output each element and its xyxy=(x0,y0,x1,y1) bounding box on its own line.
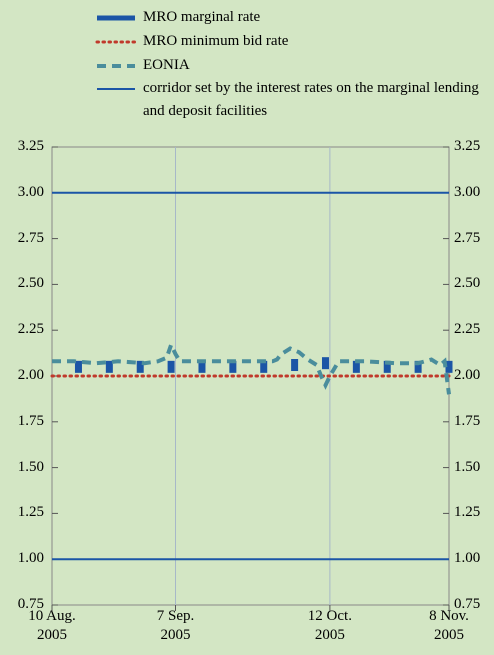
marginal-rate-mark xyxy=(260,360,268,373)
y-tick-label: 1.50 xyxy=(17,458,44,475)
y-tick-label: 2.50 xyxy=(17,275,44,292)
y2-tick-label: 3.00 xyxy=(454,183,481,200)
y-tick-label: 1.00 xyxy=(17,550,44,567)
x-tick-label: 10 Aug. 2005 xyxy=(28,608,76,643)
legend-label: MRO minimum bid rate xyxy=(143,33,289,49)
legend-label: MRO marginal rate xyxy=(143,9,261,25)
x-tick-label: 8 Nov. 2005 xyxy=(429,608,469,643)
y-tick-label: 1.75 xyxy=(17,412,44,429)
y-tick-label: 0.75 xyxy=(17,596,44,612)
y2-tick-label: 0.75 xyxy=(454,596,481,612)
y2-tick-label: 1.00 xyxy=(454,550,481,567)
marginal-rate-mark xyxy=(167,360,175,373)
y2-tick-label: 1.75 xyxy=(454,412,481,429)
y-tick-label: 2.25 xyxy=(17,321,44,338)
marginal-rate-mark xyxy=(198,360,206,373)
y-tick-label: 3.25 xyxy=(17,138,44,154)
y-tick-label: 2.75 xyxy=(17,229,44,246)
legend-label: corridor set by the interest rates on th… xyxy=(143,80,479,119)
y2-tick-label: 2.75 xyxy=(454,229,481,246)
y2-tick-label: 2.25 xyxy=(454,321,481,338)
y2-tick-label: 2.50 xyxy=(454,275,481,292)
y2-tick-label: 1.50 xyxy=(454,458,481,475)
y-tick-label: 1.25 xyxy=(17,504,44,521)
eonia-line xyxy=(52,339,451,395)
y2-tick-label: 2.00 xyxy=(454,367,481,383)
y-tick-label: 2.00 xyxy=(17,367,44,383)
marginal-rate-mark xyxy=(105,360,113,373)
y2-tick-label: 3.25 xyxy=(454,138,481,154)
y2-tick-label: 1.25 xyxy=(454,504,481,521)
marginal-rate-mark xyxy=(136,360,144,373)
x-tick-label: 7 Sep. 2005 xyxy=(156,608,195,643)
marginal-rate-mark xyxy=(445,360,453,373)
marginal-rate-mark xyxy=(229,360,237,373)
marginal-rate-mark xyxy=(321,357,329,370)
marginal-rate-mark xyxy=(383,360,391,373)
marginal-rate-mark xyxy=(74,360,82,373)
x-tick-label: 12 Oct. 2005 xyxy=(307,608,352,643)
marginal-rate-mark xyxy=(414,360,422,373)
legend-label: EONIA xyxy=(143,57,190,73)
y-tick-label: 3.00 xyxy=(17,183,44,200)
marginal-rate-mark xyxy=(352,360,360,373)
marginal-rate-mark xyxy=(291,359,299,372)
